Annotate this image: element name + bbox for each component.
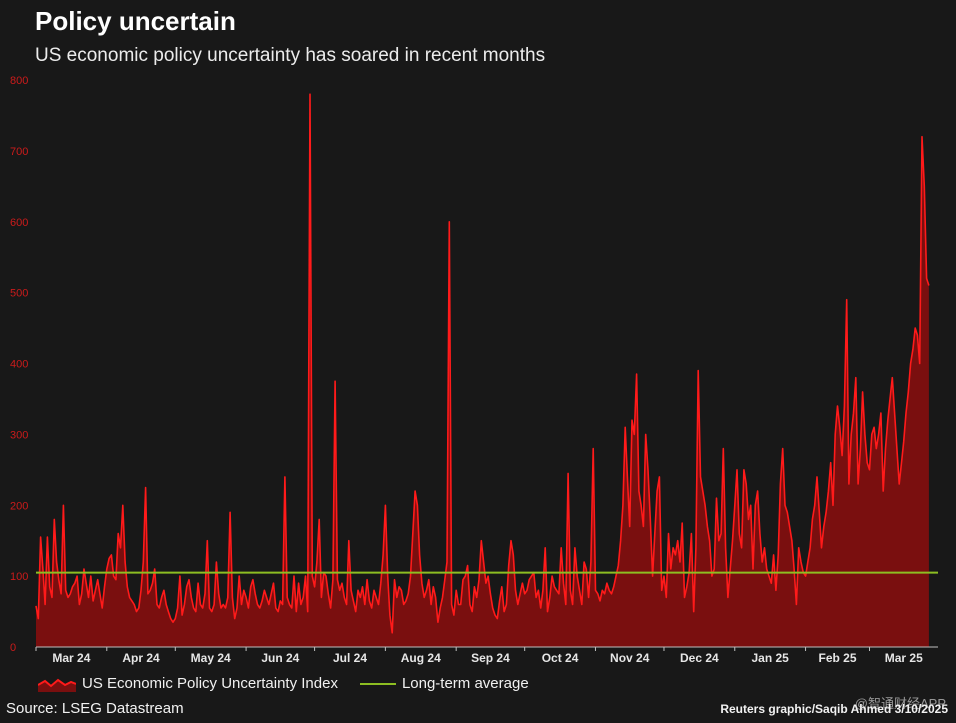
- uncertainty-area: [36, 94, 929, 647]
- legend-label-average: Long-term average: [401, 675, 529, 692]
- legend-label-index: US Economic Policy Uncertainty Index: [82, 675, 338, 692]
- y-tick-label: 600: [10, 217, 28, 229]
- y-tick-label: 200: [10, 500, 28, 512]
- y-tick-label: 0: [10, 642, 16, 654]
- uncertainty-line: [35, 93, 930, 634]
- y-tick-label: 800: [10, 75, 28, 87]
- x-tick-label: Mar 25: [885, 651, 923, 665]
- x-tick-label: Mar 24: [52, 651, 90, 665]
- x-tick-label: Dec 24: [680, 651, 719, 665]
- x-tick-label: Nov 24: [610, 651, 650, 665]
- chart-legend: US Economic Policy Uncertainty Index Lon…: [38, 675, 551, 692]
- y-tick-label: 400: [10, 359, 28, 371]
- x-tick-label: Feb 25: [819, 651, 857, 665]
- x-tick-label: Sep 24: [471, 651, 510, 665]
- x-tick-label: Apr 24: [122, 651, 160, 665]
- x-tick-label: Oct 24: [542, 651, 579, 665]
- x-tick-label: Aug 24: [401, 651, 441, 665]
- chart-title: Policy uncertain: [35, 6, 236, 36]
- x-tick-label: May 24: [191, 651, 231, 665]
- watermark: @智通财经APP: [854, 696, 946, 711]
- y-tick-label: 700: [10, 146, 28, 158]
- x-tick-label: Jul 24: [333, 651, 367, 665]
- line-swatch-icon: [359, 682, 396, 685]
- y-tick-label: 300: [10, 429, 28, 441]
- legend-item-average: Long-term average: [359, 675, 529, 692]
- credit-note: Reuters graphic/Saqib Ahmed 3/10/2025: [720, 702, 948, 716]
- area-swatch-icon: [38, 678, 76, 692]
- chart-subtitle: US economic policy uncertainty has soare…: [35, 45, 546, 66]
- chart-canvas: 0 100 200 300 400 500 600 700 800 Mar 24 Apr 24 May…: [10, 75, 938, 665]
- x-tick-label: Jan 25: [751, 651, 789, 665]
- y-tick-label: 100: [10, 571, 28, 583]
- x-tick-label: Jun 24: [261, 651, 299, 665]
- legend-item-index: US Economic Policy Uncertainty Index: [38, 675, 338, 692]
- y-tick-label: 500: [10, 288, 28, 300]
- source-note: Source: LSEG Datastream: [6, 700, 184, 717]
